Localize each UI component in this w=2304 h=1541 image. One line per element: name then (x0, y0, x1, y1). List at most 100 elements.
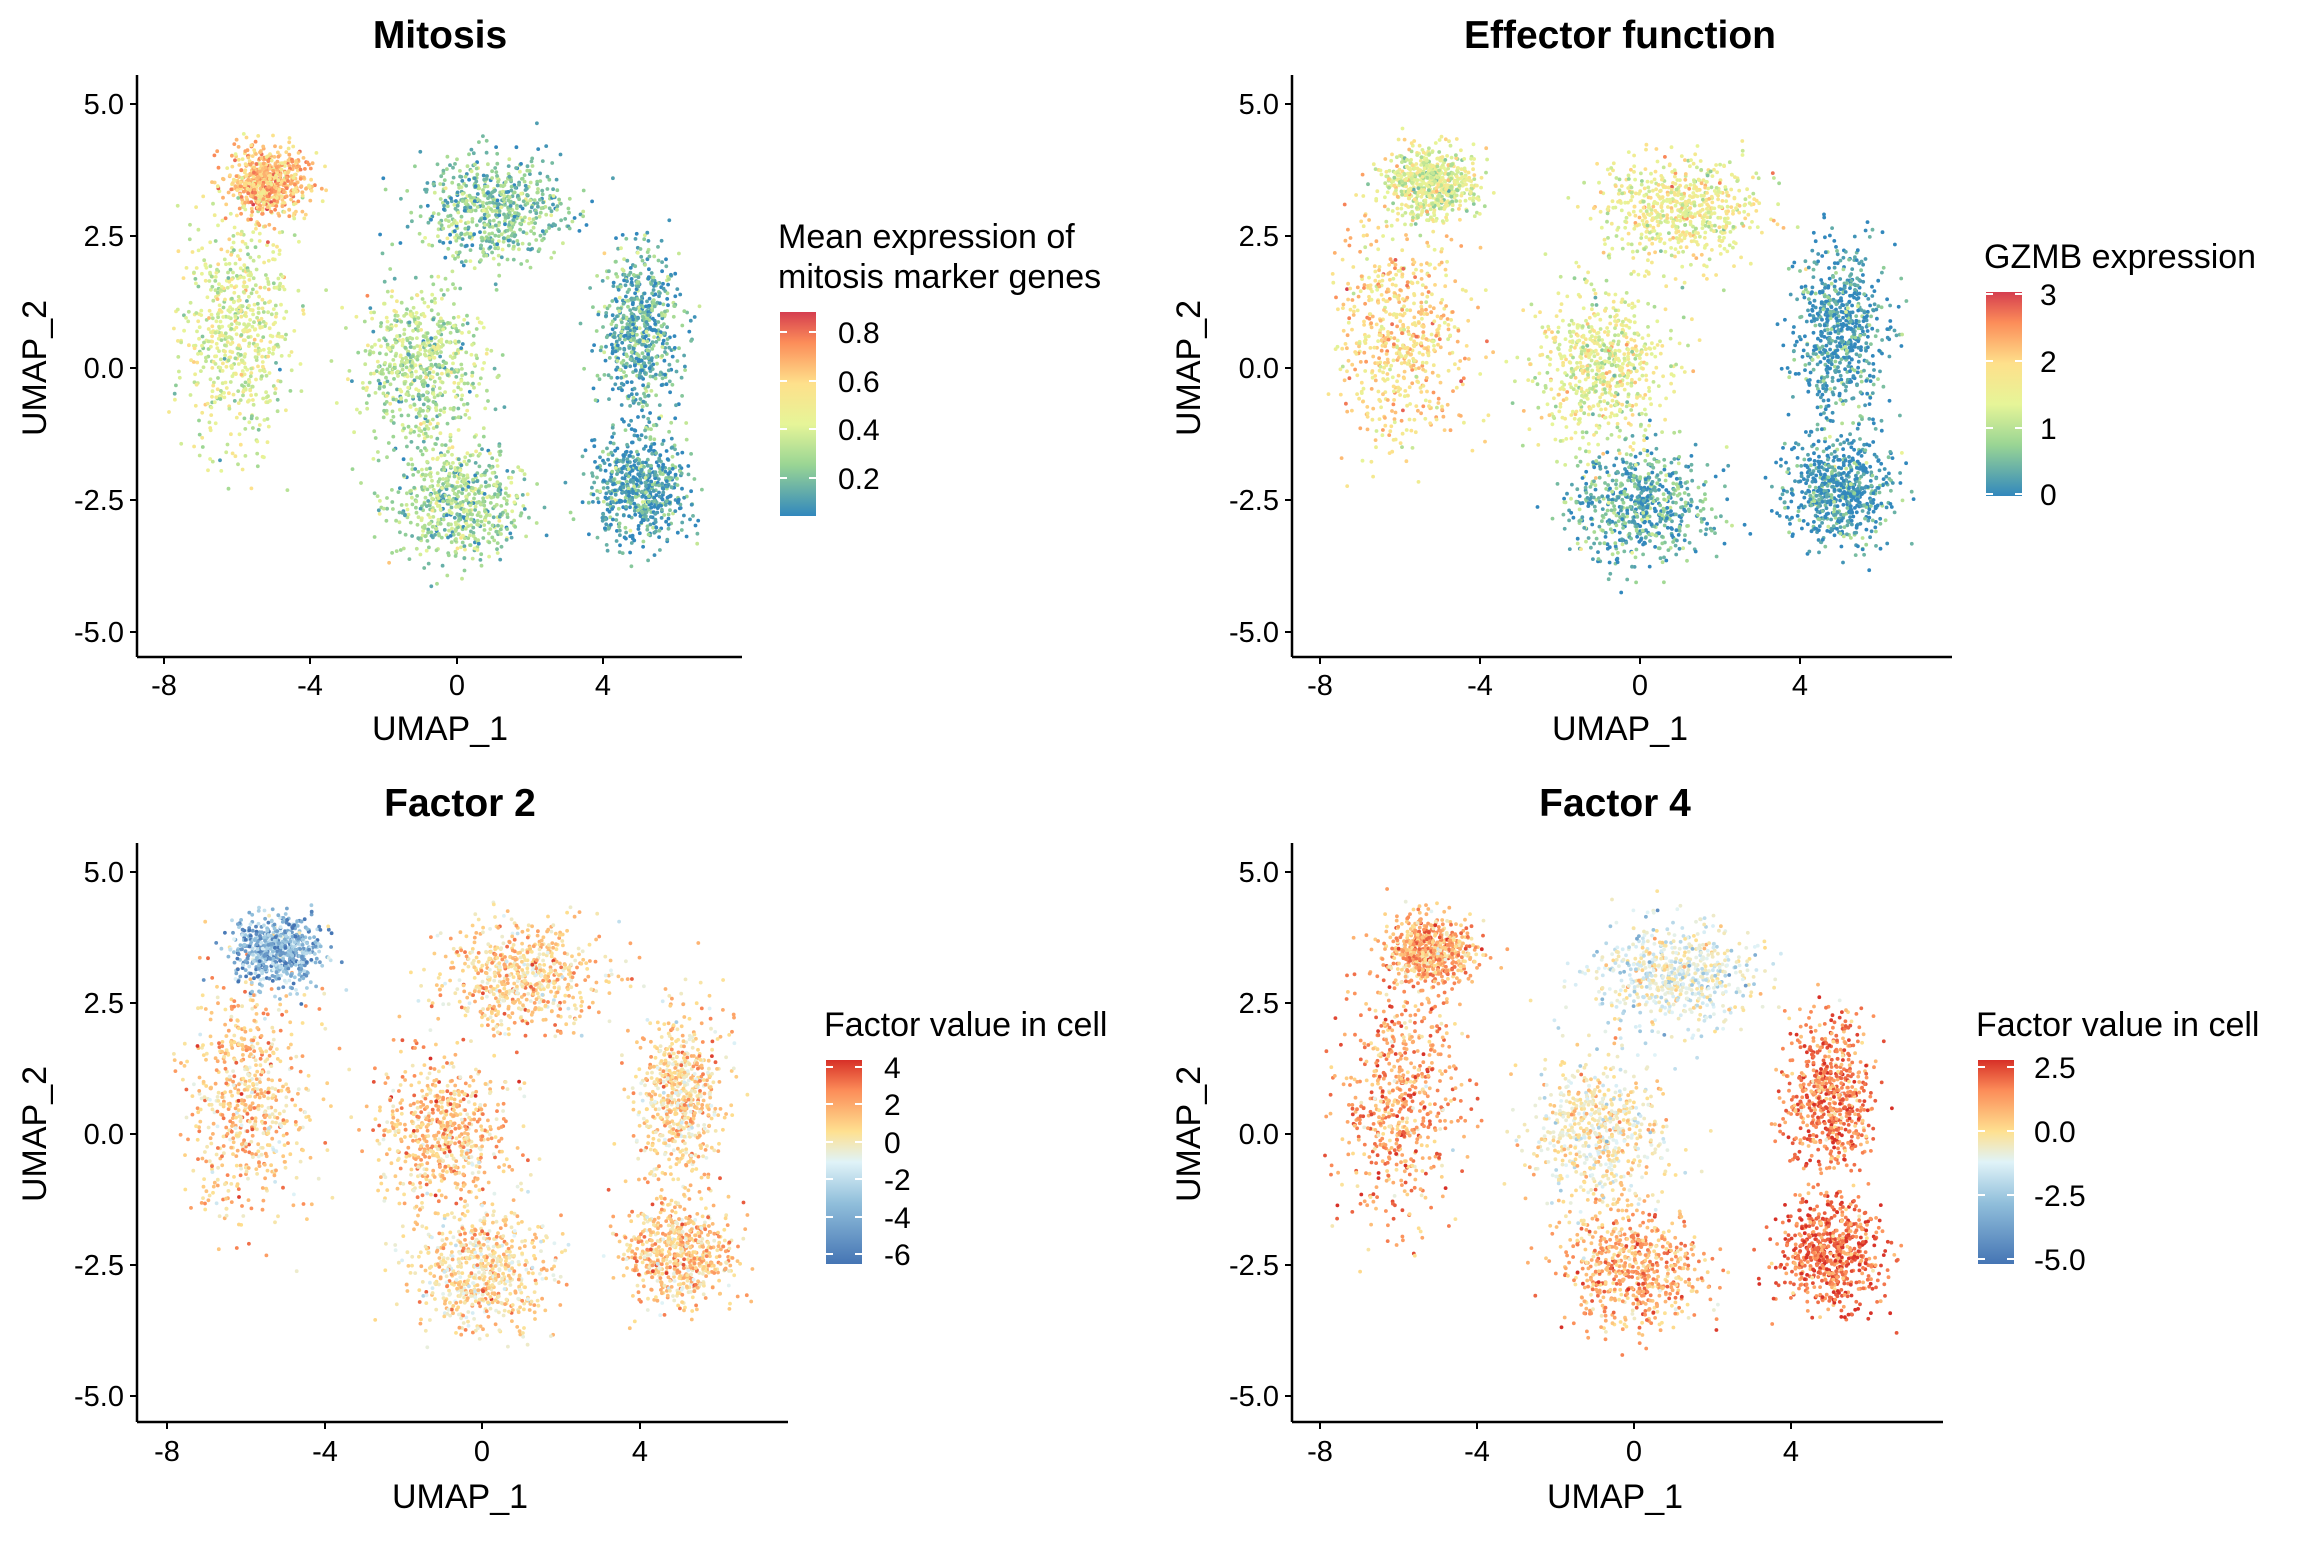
scatter-point (249, 367, 253, 371)
scatter-point (223, 396, 227, 400)
scatter-point (438, 221, 442, 225)
scatter-point (428, 467, 432, 471)
scatter-point (1453, 325, 1457, 329)
scatter-point (1363, 245, 1367, 249)
scatter-point (452, 381, 456, 385)
scatter-point (658, 301, 662, 305)
scatter-point (1484, 288, 1488, 292)
scatter-point (250, 213, 254, 217)
scatter-point (630, 277, 634, 281)
scatter-point (654, 393, 658, 397)
scatter-point (667, 513, 671, 517)
scatter-point (486, 162, 490, 166)
scatter-point (461, 342, 465, 346)
scatter-point (495, 288, 499, 292)
scatter-point (261, 145, 265, 149)
scatter-point (454, 375, 458, 379)
scatter-point (231, 452, 235, 456)
scatter-point (202, 365, 206, 369)
scatter-point (611, 518, 615, 522)
scatter-point (382, 385, 386, 389)
scatter-point (1417, 480, 1421, 484)
scatter-point (195, 330, 199, 334)
scatter-point (587, 501, 591, 505)
scatter-point (266, 310, 270, 314)
scatter-point (618, 296, 622, 300)
scatter-point (447, 553, 451, 557)
scatter-point (364, 349, 368, 353)
scatter-point (659, 504, 663, 508)
scatter-point (467, 416, 471, 420)
scatter-point (464, 259, 468, 263)
scatter-point (268, 340, 272, 344)
scatter-point (450, 498, 454, 502)
scatter-point (423, 446, 427, 450)
scatter-point (463, 455, 467, 459)
scatter-point (410, 296, 414, 300)
scatter-point (527, 516, 531, 520)
scatter-point (462, 264, 466, 268)
scatter-point (530, 160, 534, 164)
scatter-point (428, 516, 432, 520)
scatter-point (297, 240, 301, 244)
scatter-point (610, 496, 614, 500)
scatter-point (667, 523, 671, 527)
scatter-point (274, 176, 278, 180)
scatter-point (506, 229, 510, 233)
scatter-point (555, 178, 559, 182)
scatter-point (453, 162, 457, 166)
scatter-point (615, 376, 619, 380)
scatter-point (267, 185, 271, 189)
scatter-point (372, 351, 376, 355)
scatter-point (215, 149, 219, 153)
scatter-point (1406, 394, 1410, 398)
scatter-point (408, 489, 412, 493)
scatter-point (1420, 292, 1424, 296)
scatter-point (292, 188, 296, 192)
scatter-point (247, 295, 251, 299)
scatter-point (605, 447, 609, 451)
scatter-point (429, 493, 433, 497)
scatter-point (1427, 244, 1431, 248)
scatter-point (479, 558, 483, 562)
scatter-point (636, 434, 640, 438)
scatter-point (456, 204, 460, 208)
scatter-point (1344, 342, 1348, 346)
scatter-point (287, 147, 291, 151)
scatter-point (443, 453, 447, 457)
scatter-point (446, 450, 450, 454)
scatter-point (406, 225, 410, 229)
scatter-point (428, 371, 432, 375)
scatter-point (394, 354, 398, 358)
scatter-point (428, 521, 432, 525)
scatter-point (437, 534, 441, 538)
scatter-point (621, 453, 625, 457)
scatter-point (499, 513, 503, 517)
scatter-point (1458, 218, 1462, 222)
scatter-point (251, 398, 255, 402)
scatter-point (485, 389, 489, 393)
scatter-point (457, 428, 461, 432)
scatter-point (469, 543, 473, 547)
scatter-point (1400, 419, 1404, 423)
scatter-point (624, 531, 628, 535)
scatter-point (650, 309, 654, 313)
scatter-point (630, 281, 634, 285)
scatter-point (624, 237, 628, 241)
scatter-point (425, 424, 429, 428)
scatter-point (251, 154, 255, 158)
scatter-point (471, 557, 475, 561)
scatter-point (1462, 421, 1466, 425)
scatter-point (218, 308, 222, 312)
scatter-point (176, 339, 180, 343)
scatter-point (424, 354, 428, 358)
y-axis-label: UMAP_2 (16, 300, 54, 436)
scatter-point (632, 347, 636, 351)
scatter-point (678, 293, 682, 297)
scatter-point (245, 196, 249, 200)
scatter-point (400, 414, 404, 418)
scatter-point (641, 405, 645, 409)
scatter-point (544, 144, 548, 148)
scatter-point (218, 458, 222, 462)
scatter-point (646, 559, 650, 563)
